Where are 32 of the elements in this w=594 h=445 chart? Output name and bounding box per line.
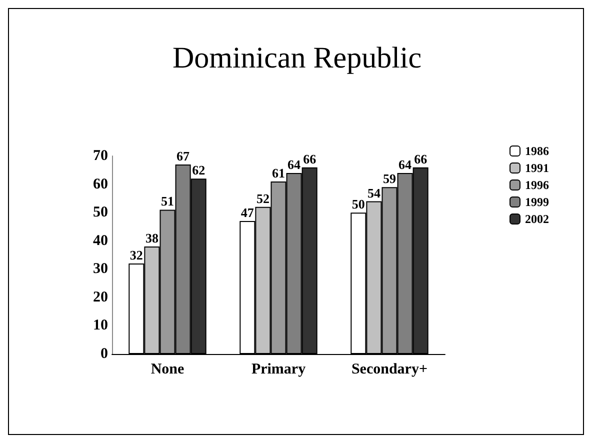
y-tick-label: 20 — [93, 289, 108, 306]
data-label: 62 — [192, 162, 206, 178]
data-label: 54 — [367, 185, 381, 200]
y-tick-label: 50 — [93, 204, 108, 221]
legend-label: 2002 — [525, 212, 549, 226]
y-tick-label: 70 — [93, 148, 108, 164]
data-label: 32 — [130, 247, 143, 262]
x-tick-label: Primary — [251, 362, 306, 378]
data-label: 59 — [383, 171, 396, 186]
data-label: 52 — [256, 190, 270, 206]
y-tick-label: 40 — [93, 232, 108, 249]
y-tick-label: 0 — [100, 346, 108, 362]
data-label: 64 — [288, 156, 302, 172]
y-tick-label: 30 — [93, 261, 108, 278]
data-label: 66 — [303, 151, 317, 166]
data-label: 64 — [398, 156, 412, 172]
y-tick-label: 10 — [93, 318, 108, 334]
legend-label: 1986 — [525, 144, 549, 158]
chart-title: Dominican Republic — [172, 42, 422, 74]
data-label: 67 — [176, 148, 190, 164]
legend-label: 1996 — [525, 178, 549, 192]
legend-label: 1999 — [525, 195, 549, 209]
y-tick-label: 60 — [93, 176, 108, 192]
legend-label: 1991 — [525, 161, 549, 175]
data-label: 51 — [161, 194, 174, 209]
x-tick-label: None — [150, 362, 185, 378]
data-label: 38 — [145, 230, 159, 246]
x-tick-label: Secondary+ — [351, 362, 428, 378]
data-label: 66 — [414, 151, 428, 166]
data-label: 50 — [352, 196, 365, 212]
data-label: 47 — [240, 205, 254, 220]
data-label: 61 — [272, 165, 285, 180]
